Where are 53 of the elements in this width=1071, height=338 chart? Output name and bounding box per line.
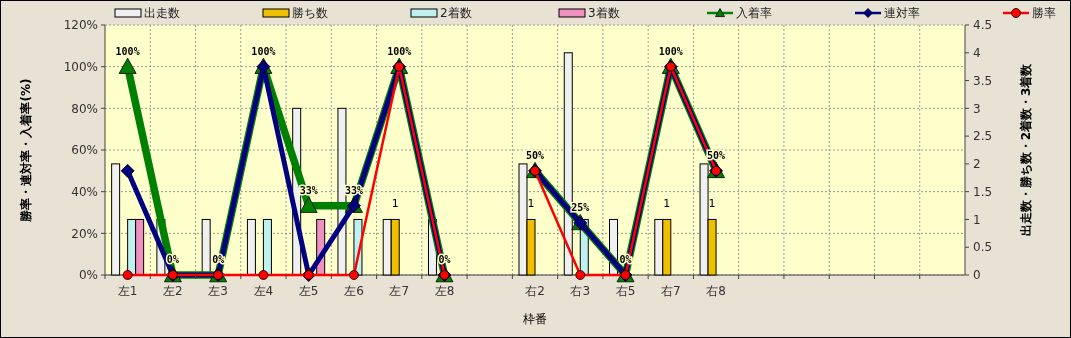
y2-tick-label: 0.5	[973, 240, 993, 255]
data-label: 100%	[387, 45, 412, 57]
legend-label: 3着数	[588, 6, 620, 21]
legend-label: 2着数	[440, 6, 472, 21]
data-label: 100%	[115, 45, 140, 57]
data-label: 1	[391, 197, 399, 211]
data-label: 1	[708, 197, 716, 211]
y2-tick-label: 3	[973, 101, 981, 116]
y2-tick-label: 3.5	[973, 73, 993, 88]
data-label: 0%	[438, 254, 451, 265]
y-tick-label: 20%	[71, 226, 98, 241]
legend-label: 出走数	[144, 6, 180, 21]
legend-label: 勝ち数	[292, 6, 328, 21]
x-tick-label: 左3	[208, 284, 228, 298]
y-tick-label: 0%	[78, 268, 98, 283]
data-label: 33%	[344, 184, 363, 196]
y-tick-label: 40%	[71, 184, 98, 199]
legend-label: 連対率	[884, 6, 920, 21]
x-tick-label: 右8	[706, 284, 726, 298]
x-tick-label: 左5	[298, 284, 319, 298]
legend-label: 入着率	[736, 6, 772, 21]
x-tick-label: 左7	[389, 284, 410, 298]
x-tick-label: 右2	[525, 284, 545, 298]
y2-tick-label: 1.5	[973, 184, 993, 199]
data-label: 100%	[251, 45, 276, 57]
y-tick-label: 100%	[63, 59, 98, 74]
legend-label: 勝率	[1032, 6, 1056, 21]
data-label: 100%	[658, 45, 683, 57]
y2-tick-label: 4.5	[973, 18, 993, 33]
y2-tick-label: 1	[973, 212, 981, 227]
x-tick-label: 右7	[660, 284, 681, 298]
x-tick-label: 左8	[434, 284, 455, 298]
y2-tick-label: 4	[973, 45, 981, 60]
y-tick-label: 80%	[71, 101, 98, 116]
y2-tick-label: 2	[973, 157, 981, 172]
x-tick-label: 右5	[615, 284, 636, 298]
data-label: 50%	[525, 149, 545, 161]
x-tick-label: 左6	[344, 284, 364, 298]
y2-axis-title: 出走数・勝ち数・2着数・3着数	[1019, 62, 1033, 237]
y-tick-label: 120%	[63, 18, 98, 33]
x-tick-label: 左1	[117, 284, 138, 298]
x-tick-label: 右3	[570, 284, 591, 298]
x-tick-label: 左2	[163, 284, 183, 298]
data-label: 0%	[212, 254, 225, 265]
y-axis-title: 勝率・連対率・入着率(%)	[19, 78, 33, 223]
x-tick-label: 左4	[253, 284, 274, 298]
data-label: 1	[527, 197, 535, 211]
data-label: 1	[663, 197, 671, 211]
data-label: 0%	[166, 254, 179, 265]
y-tick-label: 60%	[71, 143, 98, 158]
y2-tick-label: 2.5	[973, 129, 993, 144]
y2-tick-label: 0	[973, 268, 981, 283]
x-axis-title: 枠番	[522, 312, 547, 326]
